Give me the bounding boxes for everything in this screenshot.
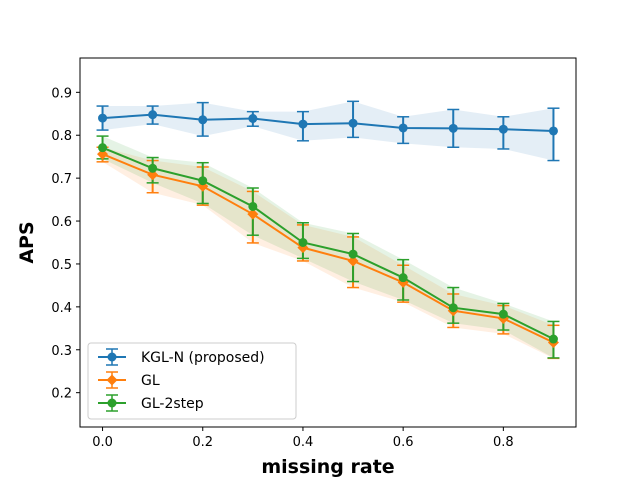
legend-box xyxy=(87,342,297,420)
kgl-n-proposed-point xyxy=(398,123,408,133)
gl-point xyxy=(347,255,359,267)
legend-label-gl: GL xyxy=(141,373,160,389)
y-tick-label: 0.9 xyxy=(51,86,72,101)
y-tick-label: 0.4 xyxy=(51,301,72,316)
gl-2step-point xyxy=(248,201,258,211)
gl-2step-band xyxy=(102,136,554,358)
x-axis-ticks: 0.0 0.2 0.4 0.6 0.8 xyxy=(92,427,514,450)
kgl-n-proposed-point xyxy=(248,113,258,123)
gl-2step-point xyxy=(498,309,508,319)
y-tick-label: 0.3 xyxy=(51,344,72,359)
legend-kgl-n-proposed-marker xyxy=(107,352,117,362)
gl-point xyxy=(147,169,159,181)
legend-label-gl-2step: GL-2step xyxy=(141,396,204,412)
x-tick-label: 0.4 xyxy=(293,435,314,450)
plot-frame xyxy=(79,57,577,428)
y-tick-label: 0.6 xyxy=(51,215,72,230)
y-axis-title: APS xyxy=(16,221,38,263)
gl-2step-point xyxy=(398,273,408,283)
x-tick-label: 0.8 xyxy=(493,435,514,450)
kgl-n-proposed-point xyxy=(348,118,358,128)
kgl-n-proposed-point xyxy=(548,126,558,136)
y-axis-ticks: 0.2 0.3 0.4 0.5 0.6 0.7 0.8 0.9 xyxy=(51,86,80,402)
y-tick-label: 0.7 xyxy=(51,172,72,187)
gl-2step-point xyxy=(548,334,558,344)
y-tick-label: 0.2 xyxy=(51,387,72,402)
gl-2step-point xyxy=(198,176,208,186)
series-lines xyxy=(102,113,554,344)
x-axis-title: missing rate xyxy=(261,456,394,478)
data-markers xyxy=(97,110,559,348)
kgl-n-proposed-point xyxy=(448,123,458,133)
legend: KGL-N (proposed) GL GL-2step xyxy=(87,342,297,420)
kgl-n-proposed-band xyxy=(102,101,554,161)
x-tick-label: 0.0 xyxy=(92,435,113,450)
kgl-n-proposed-point xyxy=(98,113,108,123)
gl-2step-point xyxy=(148,163,158,173)
y-tick-label: 0.5 xyxy=(51,258,72,273)
legend-gl-marker xyxy=(106,374,118,386)
gl-point xyxy=(97,148,109,160)
kgl-n-proposed-point xyxy=(148,110,158,120)
legend-gl-2step-marker xyxy=(107,398,117,408)
gl-2step-point xyxy=(98,143,108,153)
gl-2step-point xyxy=(348,249,358,259)
gl-2step-line xyxy=(102,146,554,340)
x-tick-label: 0.2 xyxy=(192,435,213,450)
confidence-bands xyxy=(102,101,554,359)
gl-2step-point xyxy=(298,238,308,247)
kgl-n-proposed-line xyxy=(102,113,554,132)
gl-band xyxy=(102,147,554,359)
kgl-n-proposed-point xyxy=(298,119,308,129)
gl-line xyxy=(102,153,554,344)
kgl-n-proposed-point xyxy=(498,124,508,134)
kgl-n-proposed-point xyxy=(198,115,208,125)
gl-point xyxy=(247,208,259,220)
legend-label-kgl-n-proposed: KGL-N (proposed) xyxy=(141,350,265,366)
error-bars xyxy=(96,100,560,360)
x-tick-label: 0.6 xyxy=(393,435,414,450)
y-tick-label: 0.8 xyxy=(51,129,72,144)
gl-2step-point xyxy=(448,303,458,313)
